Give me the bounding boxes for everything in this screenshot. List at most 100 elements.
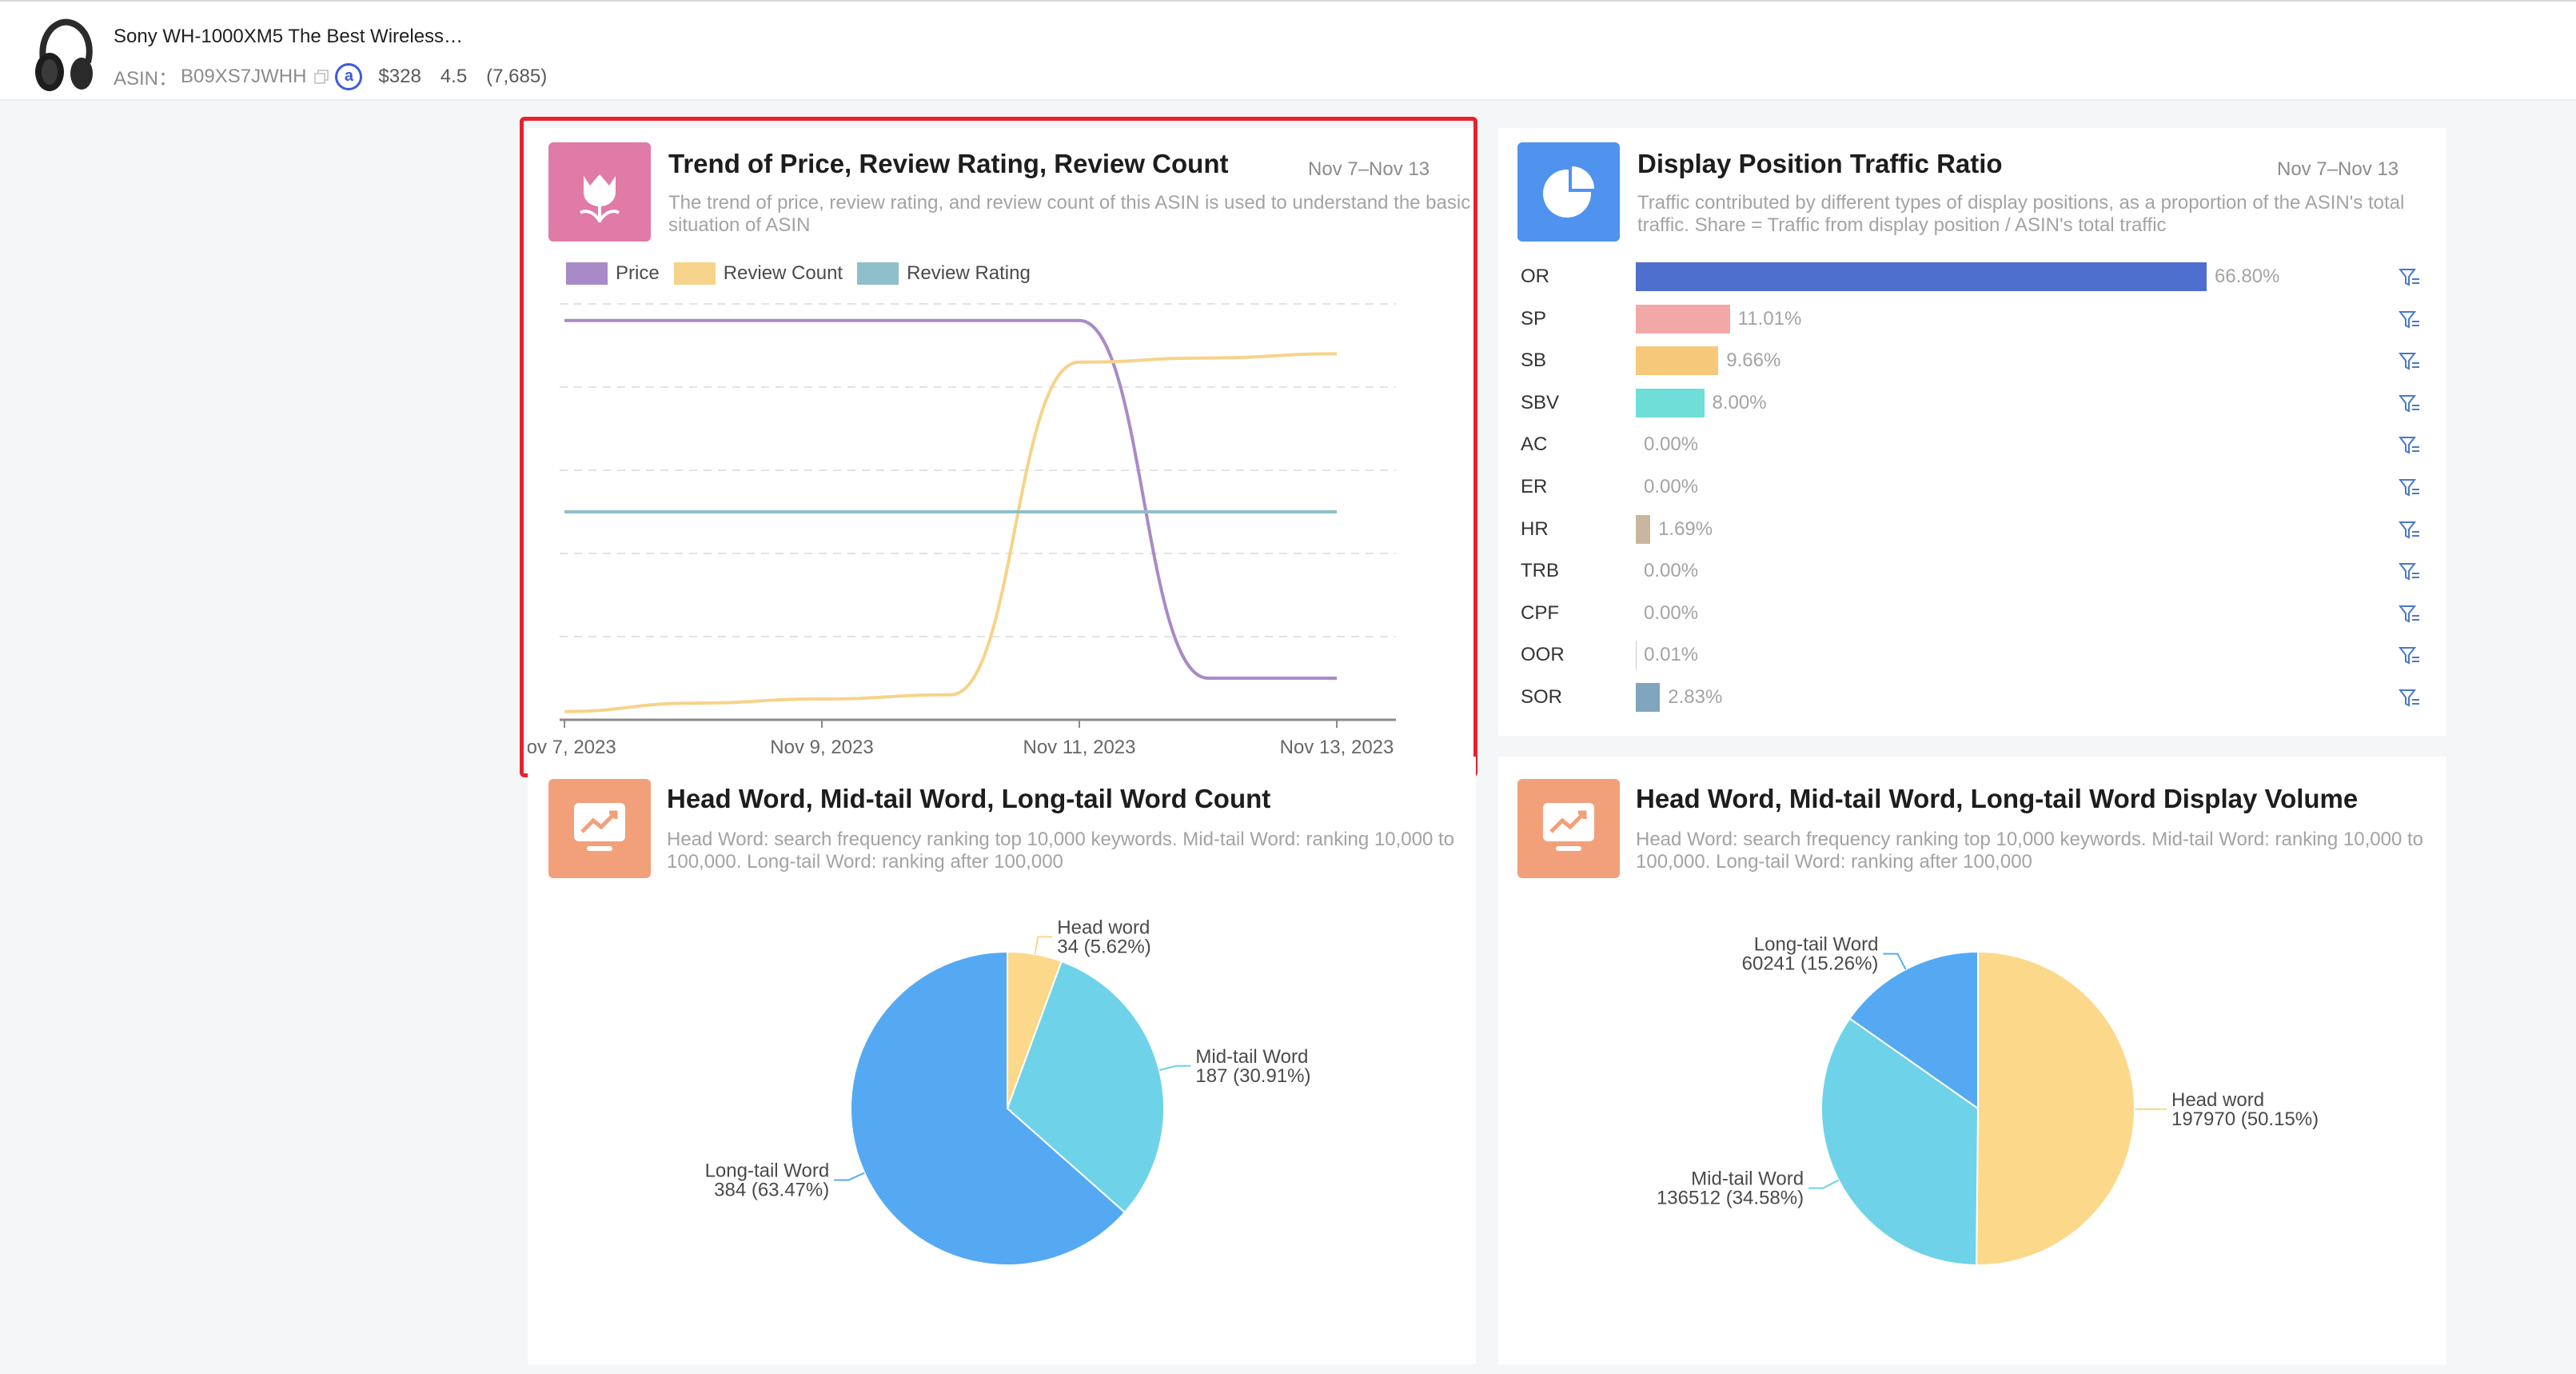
pie-label-value: 34 (5.62%) xyxy=(1057,936,1150,957)
bar[interactable] xyxy=(1636,683,1661,712)
pie-slice-mid-tail-word[interactable] xyxy=(1006,960,1165,1214)
filter-icon[interactable] xyxy=(2399,604,2421,625)
bar[interactable] xyxy=(1636,262,2207,291)
bar-row-sbv: SBV 8.00% xyxy=(1521,388,2432,430)
bar-value-label: 1.69% xyxy=(1658,517,1713,540)
copy-icon[interactable] xyxy=(314,69,329,84)
pie-label-category: Long-tail Word xyxy=(1754,934,1879,956)
trend-monitor-icon xyxy=(548,779,651,878)
traffic-date-range: Nov 7–Nov 13 xyxy=(2277,158,2399,180)
word-count-title: Head Word, Mid-tail Word, Long-tail Word… xyxy=(667,784,1271,813)
bar-row-sp: SP 11.01% xyxy=(1521,304,2432,346)
legend-swatch-review-rating xyxy=(857,262,899,285)
pie-leader-line xyxy=(1158,1064,1191,1072)
trend-line-chart[interactable]: Nov 7, 2023 Nov 9, 2023 Nov 11, 2023 Nov 13… xyxy=(528,288,1476,768)
filter-icon[interactable] xyxy=(2399,351,2421,372)
pie-label-category: Head word xyxy=(2171,1089,2264,1111)
filter-icon[interactable] xyxy=(2399,435,2421,456)
asin-value: B09XS7JWHH xyxy=(181,65,307,87)
bar-label: OR xyxy=(1521,266,1549,287)
product-price: $328 xyxy=(378,65,421,87)
pie-label-value: 136512 (34.58%) xyxy=(1657,1188,1804,1209)
pie-slice-mid-tail-word[interactable] xyxy=(1820,1017,1980,1267)
amazon-icon[interactable]: a xyxy=(335,62,363,90)
x-tick-label: Nov 11, 2023 xyxy=(1023,737,1136,758)
trend-monitor-icon xyxy=(1517,779,1620,878)
bar[interactable] xyxy=(1636,346,1719,376)
traffic-card xyxy=(1498,128,2446,736)
word-count-description: Head Word: search frequency ranking top … xyxy=(667,829,1454,873)
filter-icon[interactable] xyxy=(2399,267,2421,288)
traffic-description: Traffic contributed by different types o… xyxy=(1637,192,2405,236)
pie-label-value: 384 (63.47%) xyxy=(714,1180,829,1201)
pie-label-category: Mid-tail Word xyxy=(1691,1168,1804,1190)
bar[interactable] xyxy=(1636,304,1730,334)
legend-item-review-rating[interactable]: Review Rating xyxy=(857,262,1031,285)
filter-icon[interactable] xyxy=(2399,393,2421,414)
tulip-icon xyxy=(548,142,651,242)
bar-label: SBV xyxy=(1521,391,1560,413)
bar-row-ac: AC 0.00% xyxy=(1521,430,2432,472)
pie-label-category: Head word xyxy=(1057,917,1150,938)
filter-icon[interactable] xyxy=(2399,688,2421,709)
filter-icon[interactable] xyxy=(2399,310,2421,330)
filter-icon[interactable] xyxy=(2399,645,2421,666)
trend-card xyxy=(528,128,1476,768)
bar-value-label: 0.00% xyxy=(1644,601,1699,624)
bar-row-oor: OOR 0.01% xyxy=(1521,641,2432,682)
bar-value-label: 0.00% xyxy=(1644,476,1699,497)
series-line-price[interactable] xyxy=(564,318,1337,681)
x-tick-label: Nov 9, 2023 xyxy=(770,737,873,758)
bar-row-er: ER 0.00% xyxy=(1521,473,2432,514)
bar-row-sor: SOR 2.83% xyxy=(1521,683,2432,725)
bar-value-label: 0.01% xyxy=(1644,644,1699,666)
bar[interactable] xyxy=(1636,388,1705,417)
bar-value-label: 8.00% xyxy=(1712,391,1767,413)
legend-swatch-price xyxy=(566,262,608,285)
legend-item-price[interactable]: Price xyxy=(566,262,660,285)
traffic-title: Display Position Traffic Ratio xyxy=(1637,149,2003,178)
bar-label: ER xyxy=(1521,476,1548,497)
filter-icon[interactable] xyxy=(2399,520,2421,541)
pie-leader-line xyxy=(1808,1179,1840,1189)
bar-row-sb: SB 9.66% xyxy=(1521,346,2432,388)
bar-value-label: 0.00% xyxy=(1644,560,1699,582)
bar-row-cpf: CPF 0.00% xyxy=(1521,599,2432,641)
word-volume-description: Head Word: search frequency ranking top … xyxy=(1636,829,2423,873)
bar-label: HR xyxy=(1521,517,1549,540)
filter-icon[interactable] xyxy=(2399,477,2421,498)
pie-slice-head-word[interactable] xyxy=(1976,950,2135,1266)
bar[interactable] xyxy=(1636,514,1651,544)
bar-row-trb: TRB 0.00% xyxy=(1521,557,2432,598)
pie-leader-line xyxy=(1883,953,1907,970)
filter-icon[interactable] xyxy=(2399,561,2421,582)
trend-date-range: Nov 7–Nov 13 xyxy=(1308,158,1430,180)
pie-chart-icon xyxy=(1517,142,1620,242)
pie-label-value: 60241 (15.26%) xyxy=(1742,953,1879,975)
pie-slice-long-tail-word[interactable] xyxy=(850,950,1127,1266)
top-border xyxy=(0,0,2576,2)
x-tick-label: Nov 7, 2023 xyxy=(528,737,616,758)
bar-label: SOR xyxy=(1521,686,1563,708)
series-line-review-count[interactable] xyxy=(564,352,1338,713)
pie-leader-line xyxy=(1034,936,1053,955)
pie-label-category: Long-tail Word xyxy=(705,1160,830,1182)
trend-legend: Price Review Count Review Rating xyxy=(566,262,1045,285)
word-volume-title: Head Word, Mid-tail Word, Long-tail Word… xyxy=(1636,784,2359,813)
product-header: Sony WH-1000XM5 The Best Wireless… ASIN：… xyxy=(0,2,2576,101)
bar-row-hr: HR 1.69% xyxy=(1521,514,2432,557)
bar-label: SP xyxy=(1521,307,1547,330)
legend-label-review-count: Review Count xyxy=(723,262,843,284)
product-title[interactable]: Sony WH-1000XM5 The Best Wireless… xyxy=(114,26,464,47)
pie-label-category: Mid-tail Word xyxy=(1195,1046,1308,1068)
pie-slice-long-tail-word[interactable] xyxy=(1848,950,1979,1110)
pie-label-value: 197970 (50.15%) xyxy=(2171,1108,2319,1130)
bar-label: CPF xyxy=(1521,601,1559,624)
legend-item-review-count[interactable]: Review Count xyxy=(673,262,843,285)
headphones-thumbnail[interactable] xyxy=(32,10,96,93)
pie-label-value: 187 (30.91%) xyxy=(1195,1065,1310,1087)
bar-value-label: 11.01% xyxy=(1737,307,1802,330)
bar-value-label: 0.00% xyxy=(1644,433,1699,456)
